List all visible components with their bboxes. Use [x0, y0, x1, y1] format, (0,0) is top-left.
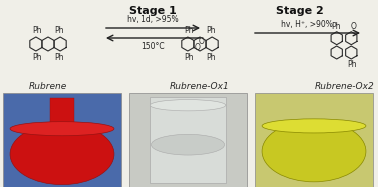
Text: Ph: Ph [184, 26, 194, 35]
Ellipse shape [262, 119, 366, 133]
FancyBboxPatch shape [3, 93, 121, 187]
Ellipse shape [152, 134, 225, 155]
Text: Ph: Ph [32, 53, 42, 62]
Text: Ph: Ph [206, 26, 216, 35]
Text: hv, 1d, >95%: hv, 1d, >95% [127, 15, 179, 24]
Text: Ph: Ph [32, 26, 42, 35]
Text: Stage 1: Stage 1 [129, 6, 177, 16]
Text: O: O [199, 36, 205, 45]
Text: O: O [350, 22, 356, 31]
Text: Ph: Ph [184, 53, 194, 62]
Text: Ph: Ph [206, 53, 216, 62]
Ellipse shape [10, 124, 114, 185]
FancyBboxPatch shape [150, 97, 226, 183]
Text: Rubrene: Rubrene [29, 82, 67, 91]
Text: Rubrene-Ox1: Rubrene-Ox1 [170, 82, 230, 91]
Text: Ph: Ph [54, 53, 64, 62]
FancyBboxPatch shape [0, 0, 378, 93]
Text: Stage 2: Stage 2 [276, 6, 324, 16]
Text: 150°C: 150°C [141, 42, 165, 51]
FancyBboxPatch shape [129, 93, 247, 187]
FancyBboxPatch shape [50, 98, 74, 131]
FancyBboxPatch shape [255, 93, 373, 187]
Text: Ph: Ph [331, 22, 341, 31]
Text: Ph: Ph [347, 60, 357, 69]
Text: hv, H⁺, >90%: hv, H⁺, >90% [281, 20, 333, 29]
Text: Ph: Ph [54, 26, 64, 35]
Ellipse shape [262, 121, 366, 182]
Text: Rubrene-Ox2: Rubrene-Ox2 [315, 82, 375, 91]
Ellipse shape [150, 100, 226, 111]
Ellipse shape [10, 122, 114, 136]
Text: O: O [195, 42, 201, 51]
